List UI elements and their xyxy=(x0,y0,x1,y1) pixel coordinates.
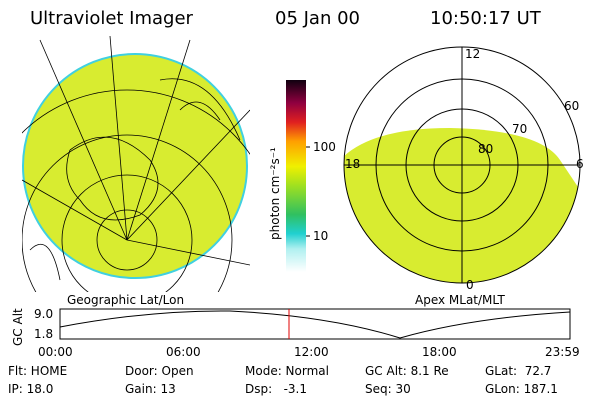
info-field: Seq: 30 xyxy=(365,382,411,396)
lat-label: 70 xyxy=(512,122,527,136)
globe-image xyxy=(22,36,250,292)
panel-label: Apex MLat/MLT xyxy=(415,293,505,307)
altitude-y-label: 1.8 xyxy=(34,327,53,341)
mlt-label: 18 xyxy=(345,157,360,171)
info-field: GC Alt: 8.1 Re xyxy=(365,364,449,378)
info-field: Door: Open xyxy=(125,364,194,378)
altitude-x-label: 23:59 xyxy=(545,345,580,359)
info-field: Flt: HOME xyxy=(8,364,67,378)
info-field: GLon: 187.1 xyxy=(485,382,558,396)
altitude-x-label: 00:00 xyxy=(38,345,73,359)
altitude-x-label: 06:00 xyxy=(166,345,201,359)
date: 05 Jan 00 xyxy=(275,8,360,29)
mlt-label: 0 xyxy=(466,278,474,292)
altitude-y-label: 9.0 xyxy=(34,307,53,321)
mlt-label: 12 xyxy=(465,47,480,61)
altitude-axis-label: GC Alt xyxy=(11,308,25,346)
altitude-x-label: 18:00 xyxy=(422,345,457,359)
info-field: Gain: 13 xyxy=(125,382,176,396)
colorbar-tick-label: 10 xyxy=(313,229,328,243)
info-field: Mode: Normal xyxy=(245,364,329,378)
time: 10:50:17 UT xyxy=(430,8,542,29)
colorbar-label: photon cm⁻²s⁻¹ xyxy=(268,147,282,240)
panel-label: Geographic Lat/Lon xyxy=(67,293,184,307)
colorbar xyxy=(286,80,306,272)
info-field: IP: 18.0 xyxy=(8,382,53,396)
altitude-x-label: 12:00 xyxy=(294,345,329,359)
info-field: GLat: 72.7 xyxy=(485,364,551,378)
lat-label: 60 xyxy=(564,99,579,113)
lat-label: 80 xyxy=(478,142,493,156)
info-field: Dsp: -3.1 xyxy=(245,382,307,396)
altitude-plot xyxy=(59,308,571,340)
mlt-label: 6 xyxy=(576,157,584,171)
colorbar-tick-label: 100 xyxy=(313,140,336,154)
title: Ultraviolet Imager xyxy=(30,8,194,29)
polar-plot xyxy=(343,46,581,284)
